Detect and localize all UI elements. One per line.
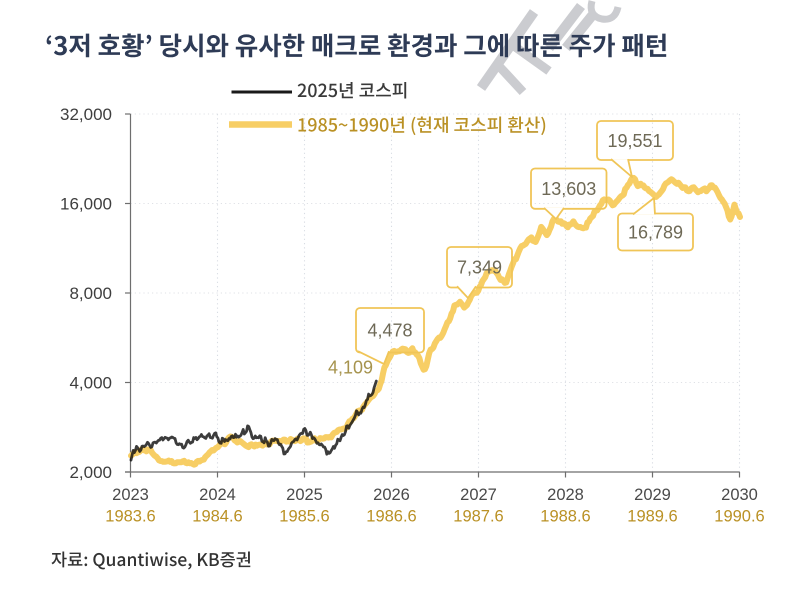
svg-text:13,603: 13,603 (541, 179, 596, 199)
svg-text:2025: 2025 (286, 486, 323, 504)
svg-text:4,109: 4,109 (328, 357, 373, 377)
svg-text:4,478: 4,478 (367, 321, 412, 341)
svg-text:2027: 2027 (460, 486, 497, 504)
svg-text:8,000: 8,000 (69, 284, 112, 303)
svg-text:2023: 2023 (112, 486, 149, 504)
svg-text:1984.6: 1984.6 (192, 508, 242, 526)
svg-text:16,000: 16,000 (60, 195, 112, 214)
svg-text:2030: 2030 (721, 486, 758, 504)
svg-text:7,349: 7,349 (457, 258, 502, 278)
svg-text:32,000: 32,000 (60, 105, 112, 124)
svg-text:1990.6: 1990.6 (714, 508, 764, 526)
svg-text:2028: 2028 (547, 486, 584, 504)
svg-text:1986.6: 1986.6 (366, 508, 416, 526)
svg-text:2029: 2029 (634, 486, 671, 504)
svg-text:19,551: 19,551 (607, 131, 662, 151)
svg-text:4,000: 4,000 (69, 374, 112, 393)
svg-text:1987.6: 1987.6 (453, 508, 503, 526)
svg-text:1989.6: 1989.6 (627, 508, 677, 526)
svg-text:16,789: 16,789 (628, 222, 683, 242)
svg-text:2026: 2026 (373, 486, 410, 504)
svg-text:1983.6: 1983.6 (105, 508, 155, 526)
svg-text:2024: 2024 (199, 486, 236, 504)
svg-text:1985.6: 1985.6 (279, 508, 329, 526)
svg-text:2,000: 2,000 (69, 463, 112, 482)
svg-text:1988.6: 1988.6 (540, 508, 590, 526)
